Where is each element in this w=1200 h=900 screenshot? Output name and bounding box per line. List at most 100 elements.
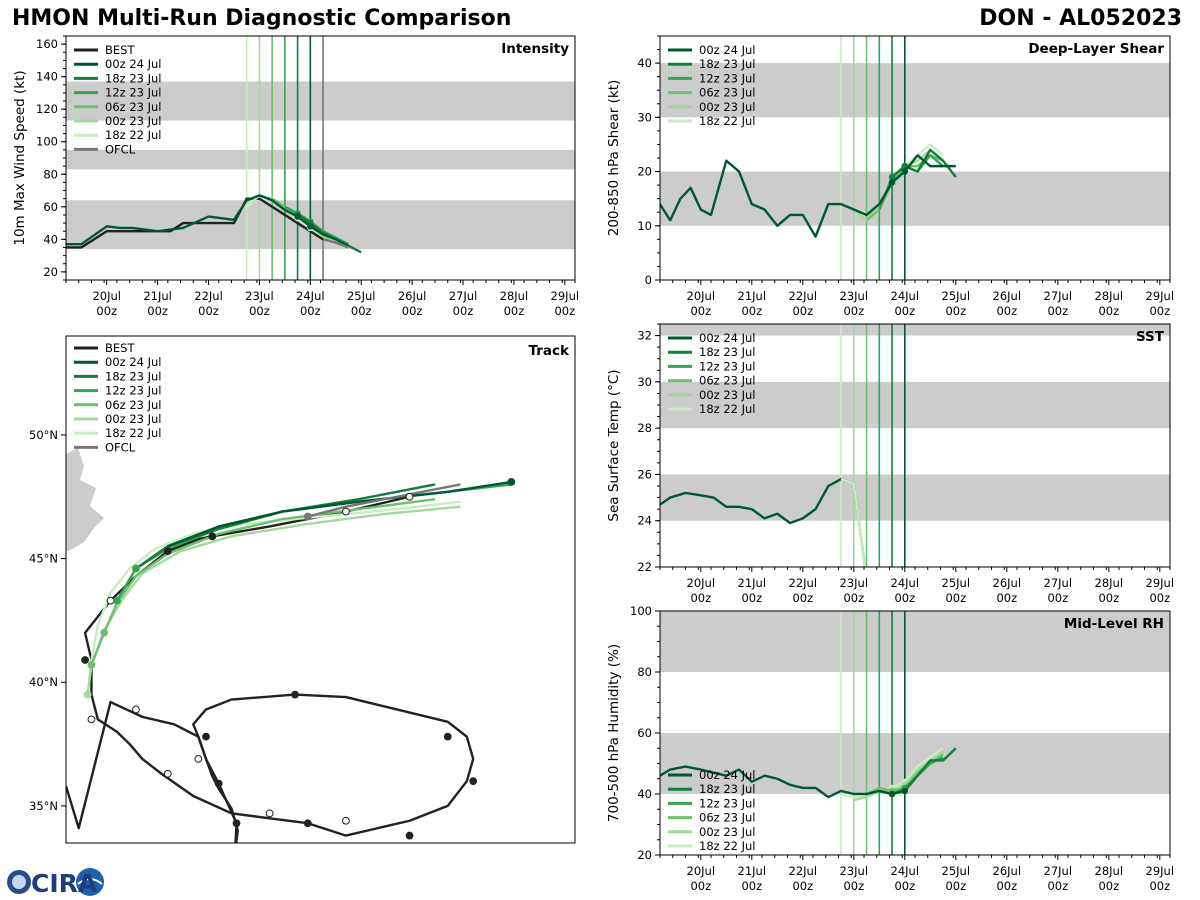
legend-label: 18z 23 Jul	[105, 369, 162, 383]
x-tick-label: 29Jul	[551, 289, 580, 303]
series-marker	[888, 173, 896, 181]
track-marker	[163, 547, 172, 556]
x-tick-label: 00z	[300, 304, 321, 318]
shaded-band	[66, 81, 575, 121]
y-tick-label: 100	[36, 135, 58, 149]
x-tick-label: 24Jul	[891, 289, 920, 303]
x-tick-label: 00z	[1098, 304, 1119, 318]
x-tick-label: 00z	[554, 304, 575, 318]
x-tick-label: 20Jul	[687, 864, 716, 878]
y-tick-label: 60	[43, 200, 58, 214]
x-tick-label: 00z	[996, 304, 1017, 318]
lat-label: 40°N	[29, 675, 58, 689]
legend-label: OFCL	[105, 440, 136, 454]
track-marker	[208, 532, 217, 541]
series-marker	[888, 790, 896, 798]
page-title: HMON Multi-Run Diagnostic Comparison	[12, 6, 512, 31]
series	[660, 747, 957, 802]
legend-label: 12z 23 Jul	[105, 86, 162, 100]
x-tick-label: 00z	[843, 879, 864, 893]
legend-label: 00z 24 Jul	[699, 768, 756, 782]
x-tick-label: 00z	[690, 879, 711, 893]
series-marker	[901, 168, 908, 175]
track-line	[86, 500, 461, 695]
x-tick-label: 22Jul	[789, 864, 818, 878]
legend-label: 00z 23 Jul	[105, 412, 162, 426]
legend-label: 00z 24 Jul	[105, 355, 162, 369]
legend-label: 06z 23 Jul	[105, 398, 162, 412]
x-tick-label: 00z	[741, 879, 762, 893]
x-tick-label: 22Jul	[789, 289, 818, 303]
x-tick-label: 00z	[1047, 591, 1068, 605]
y-tick-label: 80	[637, 665, 652, 679]
track-marker	[469, 777, 478, 786]
x-tick-label: 27Jul	[1044, 864, 1073, 878]
y-axis-label: 10m Max Wind Speed (kt)	[12, 70, 28, 245]
y-tick-label: 28	[637, 421, 652, 435]
legend-label: 00z 23 Jul	[699, 100, 756, 114]
panel-title: Mid-Level RH	[1064, 616, 1164, 632]
track-marker	[163, 769, 172, 778]
x-tick-label: 00z	[1149, 304, 1170, 318]
track-marker	[232, 819, 241, 828]
series-line	[322, 238, 349, 249]
lat-label: 35°N	[29, 799, 58, 813]
track-area	[66, 448, 516, 843]
x-tick-label: 29Jul	[1146, 864, 1175, 878]
x-tick-label: 28Jul	[1095, 864, 1124, 878]
shaded-band	[660, 63, 1170, 118]
legend-label: 12z 23 Jul	[105, 384, 162, 398]
x-tick-label: 23Jul	[245, 289, 274, 303]
y-tick-label: 40	[637, 56, 652, 70]
shaded-band	[660, 474, 1170, 521]
shaded-band	[66, 200, 575, 250]
bands	[660, 611, 1170, 794]
x-tick-label: 00z	[792, 879, 813, 893]
legend-label: 00z 24 Jul	[105, 57, 162, 71]
y-tick-label: 22	[637, 560, 652, 574]
x-tick-label: 00z	[945, 304, 966, 318]
storm-title: DON - AL052023	[979, 6, 1182, 31]
legend-label: 00z 23 Jul	[105, 114, 162, 128]
x-tick-label: 00z	[1098, 879, 1119, 893]
x-tick-label: 23Jul	[840, 864, 869, 878]
x-tick-label: 00z	[504, 304, 525, 318]
x-tick-label: 00z	[894, 879, 915, 893]
x-tick-label: 26Jul	[993, 576, 1022, 590]
legend-label: 18z 23 Jul	[699, 345, 756, 359]
series-line	[66, 197, 324, 249]
series-marker	[901, 787, 908, 795]
legend-label: 18z 22 Jul	[699, 402, 756, 416]
track-marker	[106, 596, 115, 605]
x-tick-label: 00z	[843, 591, 864, 605]
cira-logo-icon: CIRA	[7, 868, 104, 898]
x-tick-label: 00z	[690, 304, 711, 318]
track-line	[83, 495, 475, 843]
x-tick-label: 20Jul	[92, 289, 121, 303]
track-marker	[214, 779, 223, 788]
panel-intensity: 2040608010012014016020Jul00z21Jul00z22Ju…	[12, 35, 580, 318]
track-marker	[113, 596, 121, 605]
shaded-band	[660, 171, 1170, 226]
track-marker	[132, 705, 140, 714]
shaded-band	[660, 611, 1170, 672]
track-marker	[265, 809, 274, 818]
x-tick-label: 29Jul	[1146, 289, 1175, 303]
track-line	[307, 483, 461, 518]
track-marker	[303, 819, 312, 828]
panel-rh: 2040608010020Jul00z21Jul00z22Jul00z23Jul…	[606, 604, 1174, 893]
x-tick-label: 00z	[351, 304, 372, 318]
panel-title: Deep-Layer Shear	[1028, 41, 1164, 57]
lat-label: 45°N	[29, 552, 58, 566]
legend-label: 06z 23 Jul	[699, 811, 756, 825]
y-tick-label: 24	[637, 514, 652, 528]
y-axis-label: 700-500 hPa Humidity (%)	[606, 644, 622, 822]
logo-text: CIRA	[31, 869, 98, 898]
run-init-lines	[840, 324, 906, 567]
x-tick-label: 22Jul	[789, 576, 818, 590]
panel-shear: 01020304020Jul00z21Jul00z22Jul00z23Jul00…	[606, 35, 1175, 318]
